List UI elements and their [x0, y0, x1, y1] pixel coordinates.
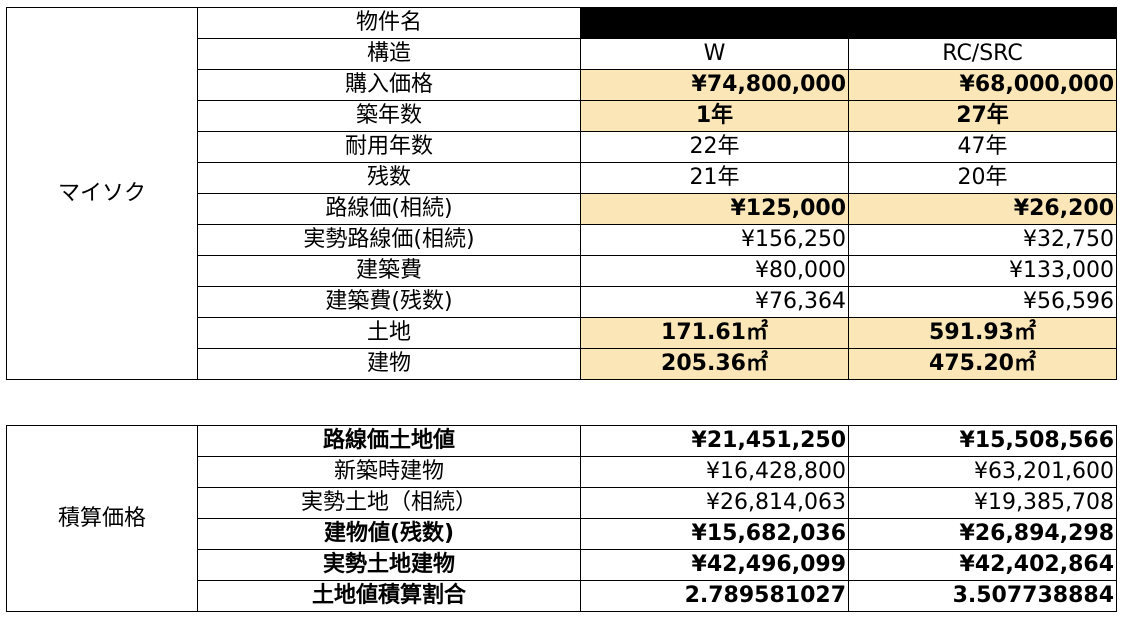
cell-w-building-value-remaining: ¥15,682,036: [580, 518, 849, 550]
cell-rc-actual-land: ¥19,385,708: [848, 487, 1117, 519]
row-label-actual-land: 実勢土地（相続）: [197, 487, 581, 519]
cell-rc-building-value-remaining: ¥26,894,298: [848, 518, 1117, 550]
cell-rc-useful-life: 47年: [848, 131, 1117, 163]
cell-rc-actual-route-price: ¥32,750: [848, 224, 1117, 256]
cell-w-construction-cost: ¥80,000: [580, 255, 849, 287]
row-label-building: 建物: [197, 348, 581, 380]
table-row: 積算価格 路線価土地値 ¥21,451,250 ¥15,508,566: [6, 425, 1117, 612]
row-label-structure: 構造: [197, 38, 581, 70]
table-row: 建築費(残数) ¥76,364 ¥56,596: [7, 286, 1117, 318]
cell-w-land-value-ratio: 2.789581027: [580, 580, 849, 612]
cell-w-building: 205.36㎡: [580, 348, 849, 380]
cell-w-new-building: ¥16,428,800: [580, 456, 849, 488]
cell-rc-construction-cost: ¥133,000: [848, 255, 1117, 287]
table-row: 土地値積算割合 2.789581027 3.507738884: [7, 580, 1117, 612]
table-row: 建築費 ¥80,000 ¥133,000: [7, 255, 1117, 287]
row-label-land-value-ratio: 土地値積算割合: [197, 580, 581, 612]
table-row: 路線価(相続) ¥125,000 ¥26,200: [7, 193, 1117, 225]
table-row: 新築時建物 ¥16,428,800 ¥63,201,600: [7, 456, 1117, 488]
row-label-useful-life: 耐用年数: [197, 131, 581, 163]
cell-w-structure: W: [580, 38, 849, 70]
table-row: 購入価格 ¥74,800,000 ¥68,000,000: [7, 69, 1117, 101]
cell-w-remaining-years: 21年: [580, 162, 849, 194]
row-label-actual-land-building: 実勢土地建物: [197, 549, 581, 581]
row-label-building-value-remaining: 建物値(残数): [197, 518, 581, 550]
table-row: 残数 21年 20年: [7, 162, 1117, 194]
row-label-construction-cost-remaining: 建築費(残数): [197, 286, 581, 318]
row-label-route-price: 路線価(相続): [197, 193, 581, 225]
cell-rc-actual-land-building: ¥42,402,864: [848, 549, 1117, 581]
row-label-route-land-value: 路線価土地値: [197, 425, 581, 457]
row-label-land: 土地: [197, 317, 581, 349]
table-row: 実勢土地（相続） ¥26,814,063 ¥19,385,708: [7, 487, 1117, 519]
row-label-construction-cost: 建築費: [197, 255, 581, 287]
cell-w-actual-land-building: ¥42,496,099: [580, 549, 849, 581]
table-row: 実勢路線価(相続) ¥156,250 ¥32,750: [7, 224, 1117, 256]
maisoku-table: マイソク 物件名 構造 W RC/SRC 購入価格 ¥74,800,000 ¥6…: [6, 7, 1117, 380]
row-label-building-age: 築年数: [197, 100, 581, 132]
row-label-actual-route-price: 実勢路線価(相続): [197, 224, 581, 256]
group-label-estimated-value: 積算価格: [6, 425, 198, 612]
cell-w-construction-cost-remaining: ¥76,364: [580, 286, 849, 318]
redacted-property-name: [580, 7, 1117, 39]
table-row: マイソク 物件名: [6, 7, 1117, 380]
cell-w-route-land-value: ¥21,451,250: [580, 425, 849, 457]
group-label-maisoku: マイソク: [6, 7, 198, 380]
table-row: 土地 171.61㎡ 591.93㎡: [7, 317, 1117, 349]
cell-rc-land: 591.93㎡: [848, 317, 1117, 349]
cell-w-route-price: ¥125,000: [580, 193, 849, 225]
cell-rc-structure: RC/SRC: [848, 38, 1117, 70]
cell-rc-route-land-value: ¥15,508,566: [848, 425, 1117, 457]
cell-rc-remaining-years: 20年: [848, 162, 1117, 194]
cell-rc-building: 475.20㎡: [848, 348, 1117, 380]
table-row: 建物値(残数) ¥15,682,036 ¥26,894,298: [7, 518, 1117, 550]
cell-w-actual-route-price: ¥156,250: [580, 224, 849, 256]
row-label-new-building: 新築時建物: [197, 456, 581, 488]
table-row: 構造 W RC/SRC: [7, 38, 1117, 70]
cell-rc-land-value-ratio: 3.507738884: [848, 580, 1117, 612]
cell-w-purchase-price: ¥74,800,000: [580, 69, 849, 101]
estimated-value-table: 積算価格 路線価土地値 ¥21,451,250 ¥15,508,566 新築時建…: [6, 425, 1117, 612]
row-label-remaining-years: 残数: [197, 162, 581, 194]
table-row: 建物 205.36㎡ 475.20㎡: [7, 348, 1117, 380]
cell-w-actual-land: ¥26,814,063: [580, 487, 849, 519]
cell-w-useful-life: 22年: [580, 131, 849, 163]
table-row: 耐用年数 22年 47年: [7, 131, 1117, 163]
row-label-purchase-price: 購入価格: [197, 69, 581, 101]
cell-rc-route-price: ¥26,200: [848, 193, 1117, 225]
cell-rc-new-building: ¥63,201,600: [848, 456, 1117, 488]
row-label-property-name: 物件名: [197, 7, 581, 39]
cell-w-building-age: 1年: [580, 100, 849, 132]
cell-w-land: 171.61㎡: [580, 317, 849, 349]
cell-rc-building-age: 27年: [848, 100, 1117, 132]
cell-rc-purchase-price: ¥68,000,000: [848, 69, 1117, 101]
cell-rc-construction-cost-remaining: ¥56,596: [848, 286, 1117, 318]
